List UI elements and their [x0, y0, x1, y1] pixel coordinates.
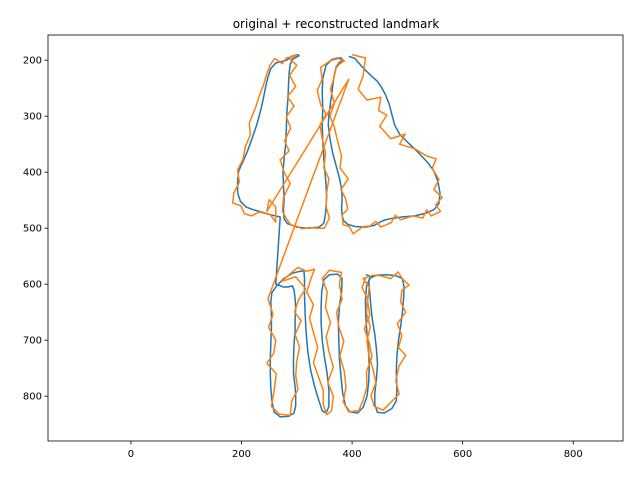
x-tick-label: 800	[564, 449, 583, 460]
x-tick-label: 200	[232, 449, 251, 460]
series-layer	[231, 53, 443, 418]
x-tick-label: 600	[453, 449, 472, 460]
series-line-2	[231, 53, 443, 416]
y-tick-label: 800	[23, 392, 42, 403]
axes-layer: 0 200 400 600 800 200 300 400 500 600 700 800	[23, 34, 624, 460]
x-tick-label: 0	[128, 449, 134, 460]
y-tick-label: 700	[23, 336, 42, 347]
axes-frame	[47, 34, 624, 442]
y-tick-label: 300	[23, 112, 42, 123]
y-tick-label: 500	[23, 224, 42, 235]
series-line-1	[236, 53, 441, 418]
x-tick-label: 400	[343, 449, 362, 460]
y-tick-label: 200	[23, 56, 42, 67]
y-tick-label: 400	[23, 168, 42, 179]
chart-title: original + reconstructed landmark	[233, 17, 440, 31]
y-tick-label: 600	[23, 280, 42, 291]
